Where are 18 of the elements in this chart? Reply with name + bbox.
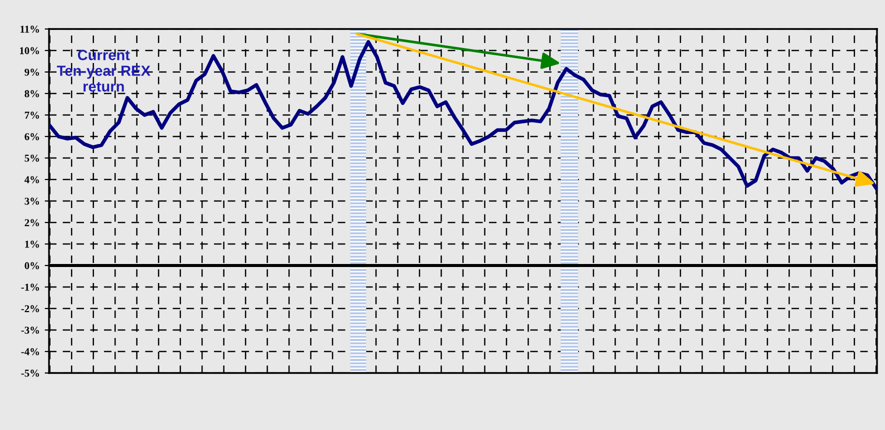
y-tick-label: 6%: [24, 133, 39, 140]
y-tick-label: 9%: [24, 68, 39, 76]
y-tick-label: -3%: [21, 326, 39, 334]
y-tick-label: -5%: [21, 370, 39, 377]
y-tick-label: -4%: [21, 348, 39, 356]
y-tick-label: 3%: [24, 198, 39, 205]
y-tick-label: -2%: [21, 305, 39, 312]
y-tick-label: 5%: [24, 154, 39, 162]
y-tick-label: 4%: [24, 176, 39, 184]
y-tick-label: 8%: [24, 90, 39, 98]
y-tick-label: 10%: [20, 47, 39, 54]
y-tick-label: 7%: [24, 112, 39, 119]
y-tick-label: 0%: [24, 262, 39, 270]
y-tick-label: 2%: [24, 219, 39, 226]
y-tick-label: -1%: [21, 284, 39, 291]
y-tick-label: 11%: [20, 26, 39, 33]
y-tick-label: 1%: [25, 240, 39, 248]
annotation: Current Ten-year REX return: [56, 50, 150, 92]
